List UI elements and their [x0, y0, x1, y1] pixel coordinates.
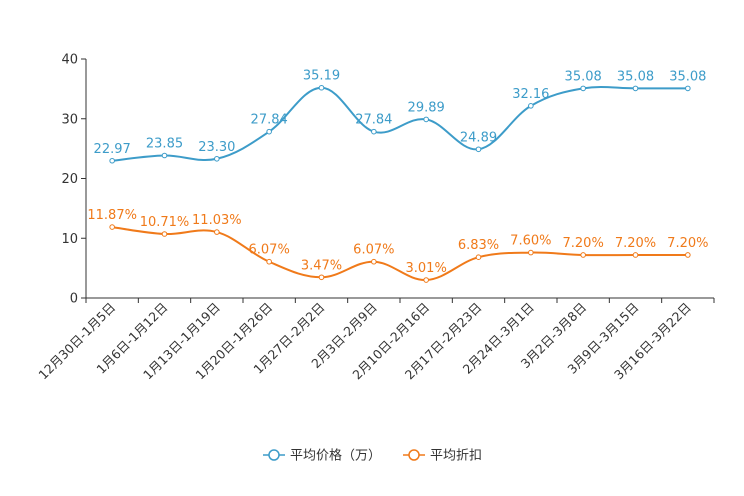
data-point[interactable]	[475, 254, 482, 260]
legend-marker	[408, 449, 420, 461]
data-point[interactable]	[580, 85, 586, 92]
data-label: 32.16	[512, 87, 549, 102]
data-point[interactable]	[266, 258, 272, 265]
data-point[interactable]	[685, 252, 691, 258]
data-label: 7.20%	[615, 236, 656, 251]
legend-item-0[interactable]: 平均价格（万）	[263, 448, 381, 464]
data-label: 35.08	[669, 69, 706, 84]
data-label: 6.07%	[249, 243, 290, 258]
legend-label: 平均折扣	[430, 449, 482, 464]
y-tick-label: 30	[61, 112, 78, 127]
data-label: 7.20%	[563, 236, 604, 251]
data-label: 10.71%	[140, 215, 190, 230]
data-point[interactable]	[632, 252, 639, 258]
data-point[interactable]	[423, 277, 429, 283]
series-1: 11.87% 10.71% 11.03% 6.07% 3.47% 6.07% 3.01% 6.…	[87, 208, 708, 283]
data-label: 27.84	[355, 113, 392, 128]
data-point[interactable]	[161, 152, 168, 159]
data-point[interactable]	[528, 249, 534, 256]
data-label: 6.83%	[458, 238, 499, 253]
y-tick-label: 40	[61, 53, 78, 68]
y-tick-label: 20	[61, 172, 78, 187]
data-point[interactable]	[580, 252, 586, 258]
data-point[interactable]	[475, 146, 482, 153]
data-label: 35.08	[617, 69, 654, 84]
data-label: 11.87%	[87, 208, 137, 223]
legend[interactable]: 平均价格（万） 平均折扣	[263, 448, 482, 464]
data-point[interactable]	[318, 274, 325, 281]
y-tick-label: 10	[61, 232, 78, 247]
legend-label: 平均价格（万）	[290, 448, 381, 464]
legend-item-1[interactable]: 平均折扣	[403, 449, 482, 464]
data-label: 24.89	[460, 130, 497, 145]
data-label: 23.30	[198, 140, 235, 155]
y-tick-label: 0	[70, 292, 78, 307]
data-label: 35.19	[303, 69, 340, 84]
data-point[interactable]	[423, 116, 429, 123]
data-point[interactable]	[214, 229, 220, 235]
data-label: 35.08	[565, 69, 602, 84]
data-point[interactable]	[371, 128, 377, 135]
series-line	[112, 226, 688, 282]
data-label: 27.84	[251, 113, 288, 128]
data-label: 29.89	[408, 100, 445, 115]
axes: 01020304012月30日-1月5日1月6日-1月12日1月13日-1月19…	[35, 53, 715, 382]
data-point[interactable]	[161, 231, 168, 237]
data-point[interactable]	[685, 85, 691, 92]
data-label: 7.20%	[667, 236, 708, 251]
data-label: 11.03%	[192, 213, 242, 228]
data-point[interactable]	[214, 155, 220, 162]
data-point[interactable]	[109, 157, 115, 164]
data-point[interactable]	[632, 85, 639, 92]
data-label: 7.60%	[510, 234, 551, 249]
data-label: 6.07%	[353, 243, 394, 258]
data-label: 3.47%	[301, 258, 342, 273]
series-0: 22.97 23.85 23.30 27.84 35.19 27.84 29.89 24.89…	[94, 69, 706, 164]
data-point[interactable]	[528, 103, 534, 109]
series-layer: 22.97 23.85 23.30 27.84 35.19 27.84 29.89 24.89…	[87, 69, 708, 283]
data-point[interactable]	[318, 84, 325, 91]
data-point[interactable]	[266, 128, 272, 135]
data-point[interactable]	[371, 258, 377, 265]
data-label: 22.97	[94, 142, 131, 157]
data-label: 3.01%	[406, 261, 447, 276]
data-point[interactable]	[109, 224, 115, 230]
data-label: 23.85	[146, 136, 183, 151]
legend-marker	[268, 449, 280, 461]
